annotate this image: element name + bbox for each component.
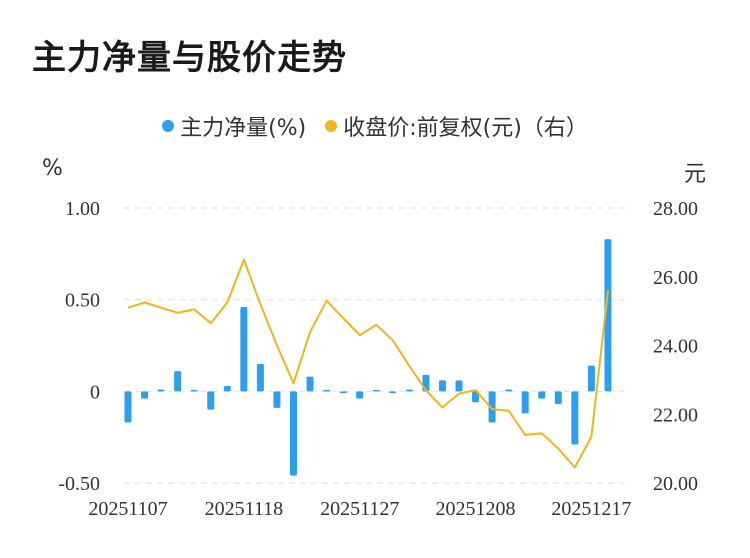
net-bar bbox=[157, 389, 165, 392]
net-bar bbox=[141, 391, 149, 399]
net-bar bbox=[389, 391, 397, 394]
net-bar bbox=[223, 385, 231, 392]
net-bar bbox=[356, 391, 364, 399]
net-bar bbox=[587, 365, 595, 392]
left-axis-tick-label: 0.50 bbox=[65, 290, 100, 312]
net-bar bbox=[256, 363, 264, 392]
net-bar bbox=[438, 380, 446, 392]
net-bar bbox=[273, 391, 281, 408]
line-series bbox=[127, 258, 609, 469]
net-bar bbox=[554, 391, 562, 405]
right-axis-ticks: 20.00 22.00 24.00 26.00 28.00 bbox=[653, 198, 698, 495]
net-bar bbox=[488, 391, 496, 423]
left-axis-tick-label: -0.50 bbox=[58, 473, 100, 495]
net-bar bbox=[323, 389, 331, 392]
x-axis-ticks: 20251107 20251118 20251127 20251208 20251217 bbox=[88, 498, 631, 520]
price-line bbox=[127, 258, 609, 469]
legend: 主力净量(%) 收盘价:前复权(元)（右） bbox=[0, 110, 750, 142]
net-bar bbox=[339, 391, 347, 394]
legend-item-price[interactable]: 收盘价:前复权(元)（右） bbox=[325, 110, 588, 142]
net-bar bbox=[505, 389, 513, 392]
legend-label-net: 主力净量(%) bbox=[180, 116, 307, 141]
right-axis-tick-label: 20.00 bbox=[653, 473, 698, 495]
right-axis-tick-label: 26.00 bbox=[653, 267, 698, 289]
net-bar bbox=[604, 239, 612, 392]
bar-series bbox=[124, 239, 612, 476]
net-bar bbox=[571, 391, 579, 445]
net-bar bbox=[124, 391, 132, 423]
left-axis-ticks: -0.50 0 0.50 1.00 bbox=[58, 198, 100, 495]
legend-dot-price bbox=[325, 120, 338, 132]
left-axis-unit: % bbox=[42, 156, 63, 181]
grid-lines bbox=[124, 207, 630, 484]
x-axis-tick-label: 20251217 bbox=[551, 498, 631, 520]
legend-dot-net bbox=[162, 120, 175, 132]
net-bar bbox=[306, 376, 314, 392]
x-axis-tick-label: 20251118 bbox=[205, 498, 284, 520]
left-axis-tick-label: 1.00 bbox=[65, 198, 100, 220]
x-axis-tick-label: 20251127 bbox=[320, 498, 399, 520]
left-axis-tick-label: 0 bbox=[90, 381, 100, 403]
x-axis-tick-label: 20251208 bbox=[436, 498, 516, 520]
net-bar bbox=[240, 307, 248, 392]
x-axis-tick-label: 20251107 bbox=[88, 498, 167, 520]
net-bar bbox=[472, 391, 480, 403]
net-bar bbox=[405, 389, 413, 392]
right-axis-unit: 元 bbox=[684, 162, 707, 187]
net-bar bbox=[372, 389, 380, 392]
legend-item-net[interactable]: 主力净量(%) bbox=[162, 110, 306, 142]
chart-title: 主力净量与股价走势 bbox=[32, 38, 347, 78]
net-bar bbox=[538, 391, 546, 399]
net-bar bbox=[455, 380, 463, 392]
right-axis-tick-label: 22.00 bbox=[653, 404, 698, 426]
net-bar bbox=[174, 371, 182, 392]
net-bar bbox=[290, 391, 297, 476]
right-axis-tick-label: 24.00 bbox=[653, 336, 698, 358]
legend-label-price: 收盘价:前复权(元)（右） bbox=[343, 116, 588, 141]
net-bar bbox=[207, 391, 215, 410]
right-axis-tick-label: 28.00 bbox=[653, 198, 698, 220]
net-bar bbox=[521, 391, 529, 414]
net-bar bbox=[190, 389, 198, 392]
